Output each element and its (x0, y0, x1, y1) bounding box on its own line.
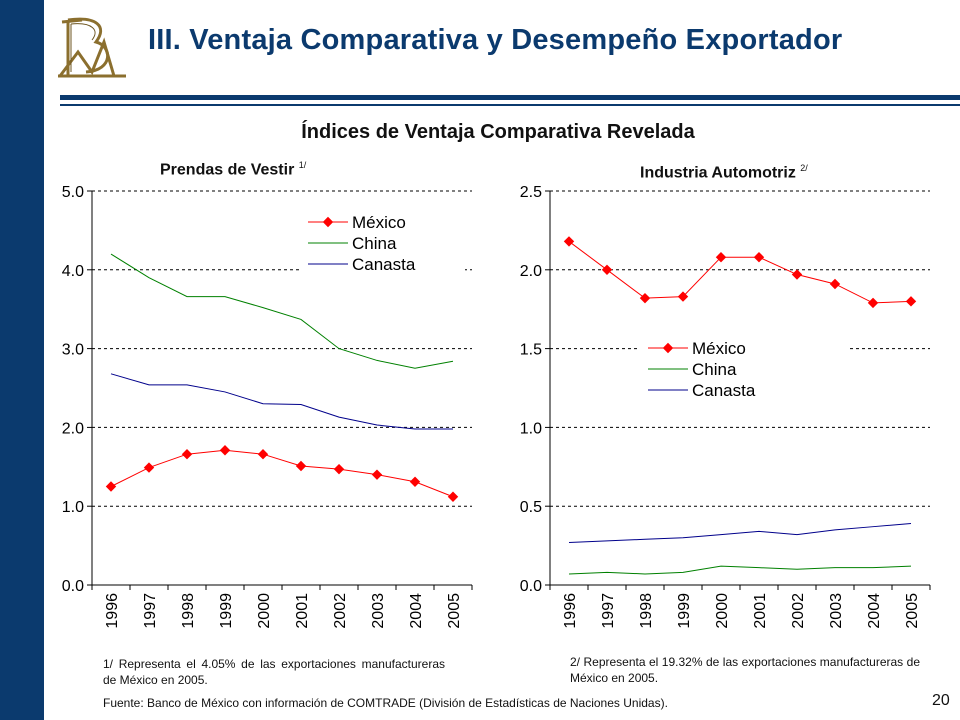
right-chart-title-note: 2/ (800, 163, 808, 173)
legend-marker (322, 216, 334, 228)
y-tick-label: 1.0 (520, 420, 542, 437)
legend-label: China (692, 360, 737, 379)
y-tick-label: 0.0 (62, 578, 84, 595)
data-point (181, 448, 193, 460)
y-tick-label: 1.5 (520, 342, 542, 359)
source-note: Fuente: Banco de México con información … (103, 696, 668, 710)
y-tick-label: 5.0 (62, 184, 84, 201)
right-chart: 0.0 0.5 1.0 1.5 2.0 2.5 1996 1997 1998 1999 2000 20… (520, 184, 931, 629)
legend-label: México (352, 213, 406, 232)
data-point (333, 463, 345, 475)
y-tick-label: 3.0 (62, 342, 84, 359)
legend-box (640, 337, 850, 399)
data-point (715, 251, 727, 263)
data-point (295, 460, 307, 472)
data-point (867, 297, 879, 309)
data-point (563, 236, 575, 247)
x-tick-label: 1998 (180, 593, 197, 629)
y-tick-label: 1.0 (62, 499, 84, 516)
right-chart-title: Industria Automotriz 2/ (640, 163, 808, 182)
left-accent-bar (0, 0, 44, 720)
left-chart-title: Prendas de Vestir 1/ (160, 160, 306, 179)
x-tick-label: 2004 (408, 593, 425, 629)
title-rule-thick (60, 95, 960, 100)
series-line-canasta (110, 373, 453, 430)
series-line-mexico (568, 241, 912, 304)
right-chart-title-text: Industria Automotriz (640, 164, 796, 182)
data-point (219, 445, 231, 456)
data-point (447, 491, 459, 502)
x-tick-label: 2003 (828, 593, 845, 629)
x-tick-label: 2001 (294, 593, 311, 629)
x-tick-label: 1996 (104, 593, 121, 629)
legend-label: México (692, 339, 746, 358)
x-tick-label: 2000 (714, 593, 731, 629)
x-tick-label: 2004 (866, 593, 883, 629)
data-point (639, 292, 651, 304)
y-tick-label: 0.0 (520, 578, 542, 595)
x-tick-label: 1998 (638, 593, 655, 629)
data-point (143, 462, 155, 473)
x-tick-label: 1999 (676, 593, 693, 629)
x-tick-label: 1997 (600, 593, 617, 629)
x-tick-label: 2002 (332, 593, 349, 629)
x-tick-label: 2005 (446, 593, 463, 629)
x-tick-label: 2001 (752, 593, 769, 629)
data-point (905, 296, 917, 307)
right-legend: México China Canasta (640, 337, 850, 400)
x-tick-label: 1996 (562, 593, 579, 629)
data-point (791, 269, 803, 280)
series-line-canasta (568, 523, 912, 543)
data-point (409, 476, 421, 487)
series-line-china (568, 565, 912, 575)
data-point (371, 469, 383, 480)
x-tick-label: 1999 (218, 593, 235, 629)
x-tick-label: 1997 (142, 593, 159, 629)
x-tick-label: 2005 (904, 593, 921, 629)
series-line-china (110, 253, 454, 369)
y-tick-label: 4.0 (62, 263, 84, 280)
legend-label: Canasta (352, 255, 416, 274)
legend-label: China (352, 234, 397, 253)
series-line-mexico (110, 449, 454, 498)
x-tick-label: 2002 (790, 593, 807, 629)
y-tick-label: 2.0 (520, 263, 542, 280)
data-point (753, 251, 765, 263)
data-point (601, 264, 613, 276)
page-number: 20 (932, 692, 950, 709)
title-rule-thin (60, 104, 960, 106)
x-tick-label: 2003 (370, 593, 387, 629)
data-point (829, 278, 841, 290)
data-point (105, 481, 117, 492)
left-legend: México China Canasta (300, 211, 465, 274)
section-title: Índices de Ventaja Comparativa Revelada (301, 121, 695, 143)
left-chart-title-note: 1/ (298, 160, 307, 170)
legend-marker (662, 342, 674, 354)
y-tick-label: 0.5 (520, 499, 542, 516)
left-chart: 0.0 1.0 2.0 3.0 4.0 5.0 1996 1997 1998 1999 2000 20… (62, 184, 473, 629)
data-point (677, 291, 689, 302)
y-tick-label: 2.0 (62, 420, 84, 437)
footnote-1: 1/ Representa el 4.05% de las exportacio… (103, 657, 445, 687)
legend-label: Canasta (692, 381, 756, 400)
slide-title: III. Ventaja Comparativa y Desempeño Exp… (148, 24, 843, 56)
y-tick-label: 2.5 (520, 184, 542, 201)
banxico-logo (58, 17, 126, 78)
footnote-2: 2/ Representa el 19.32% de las exportaci… (570, 655, 920, 685)
x-tick-label: 2000 (256, 593, 273, 629)
left-chart-title-text: Prendas de Vestir (160, 161, 295, 179)
data-point (257, 448, 269, 460)
